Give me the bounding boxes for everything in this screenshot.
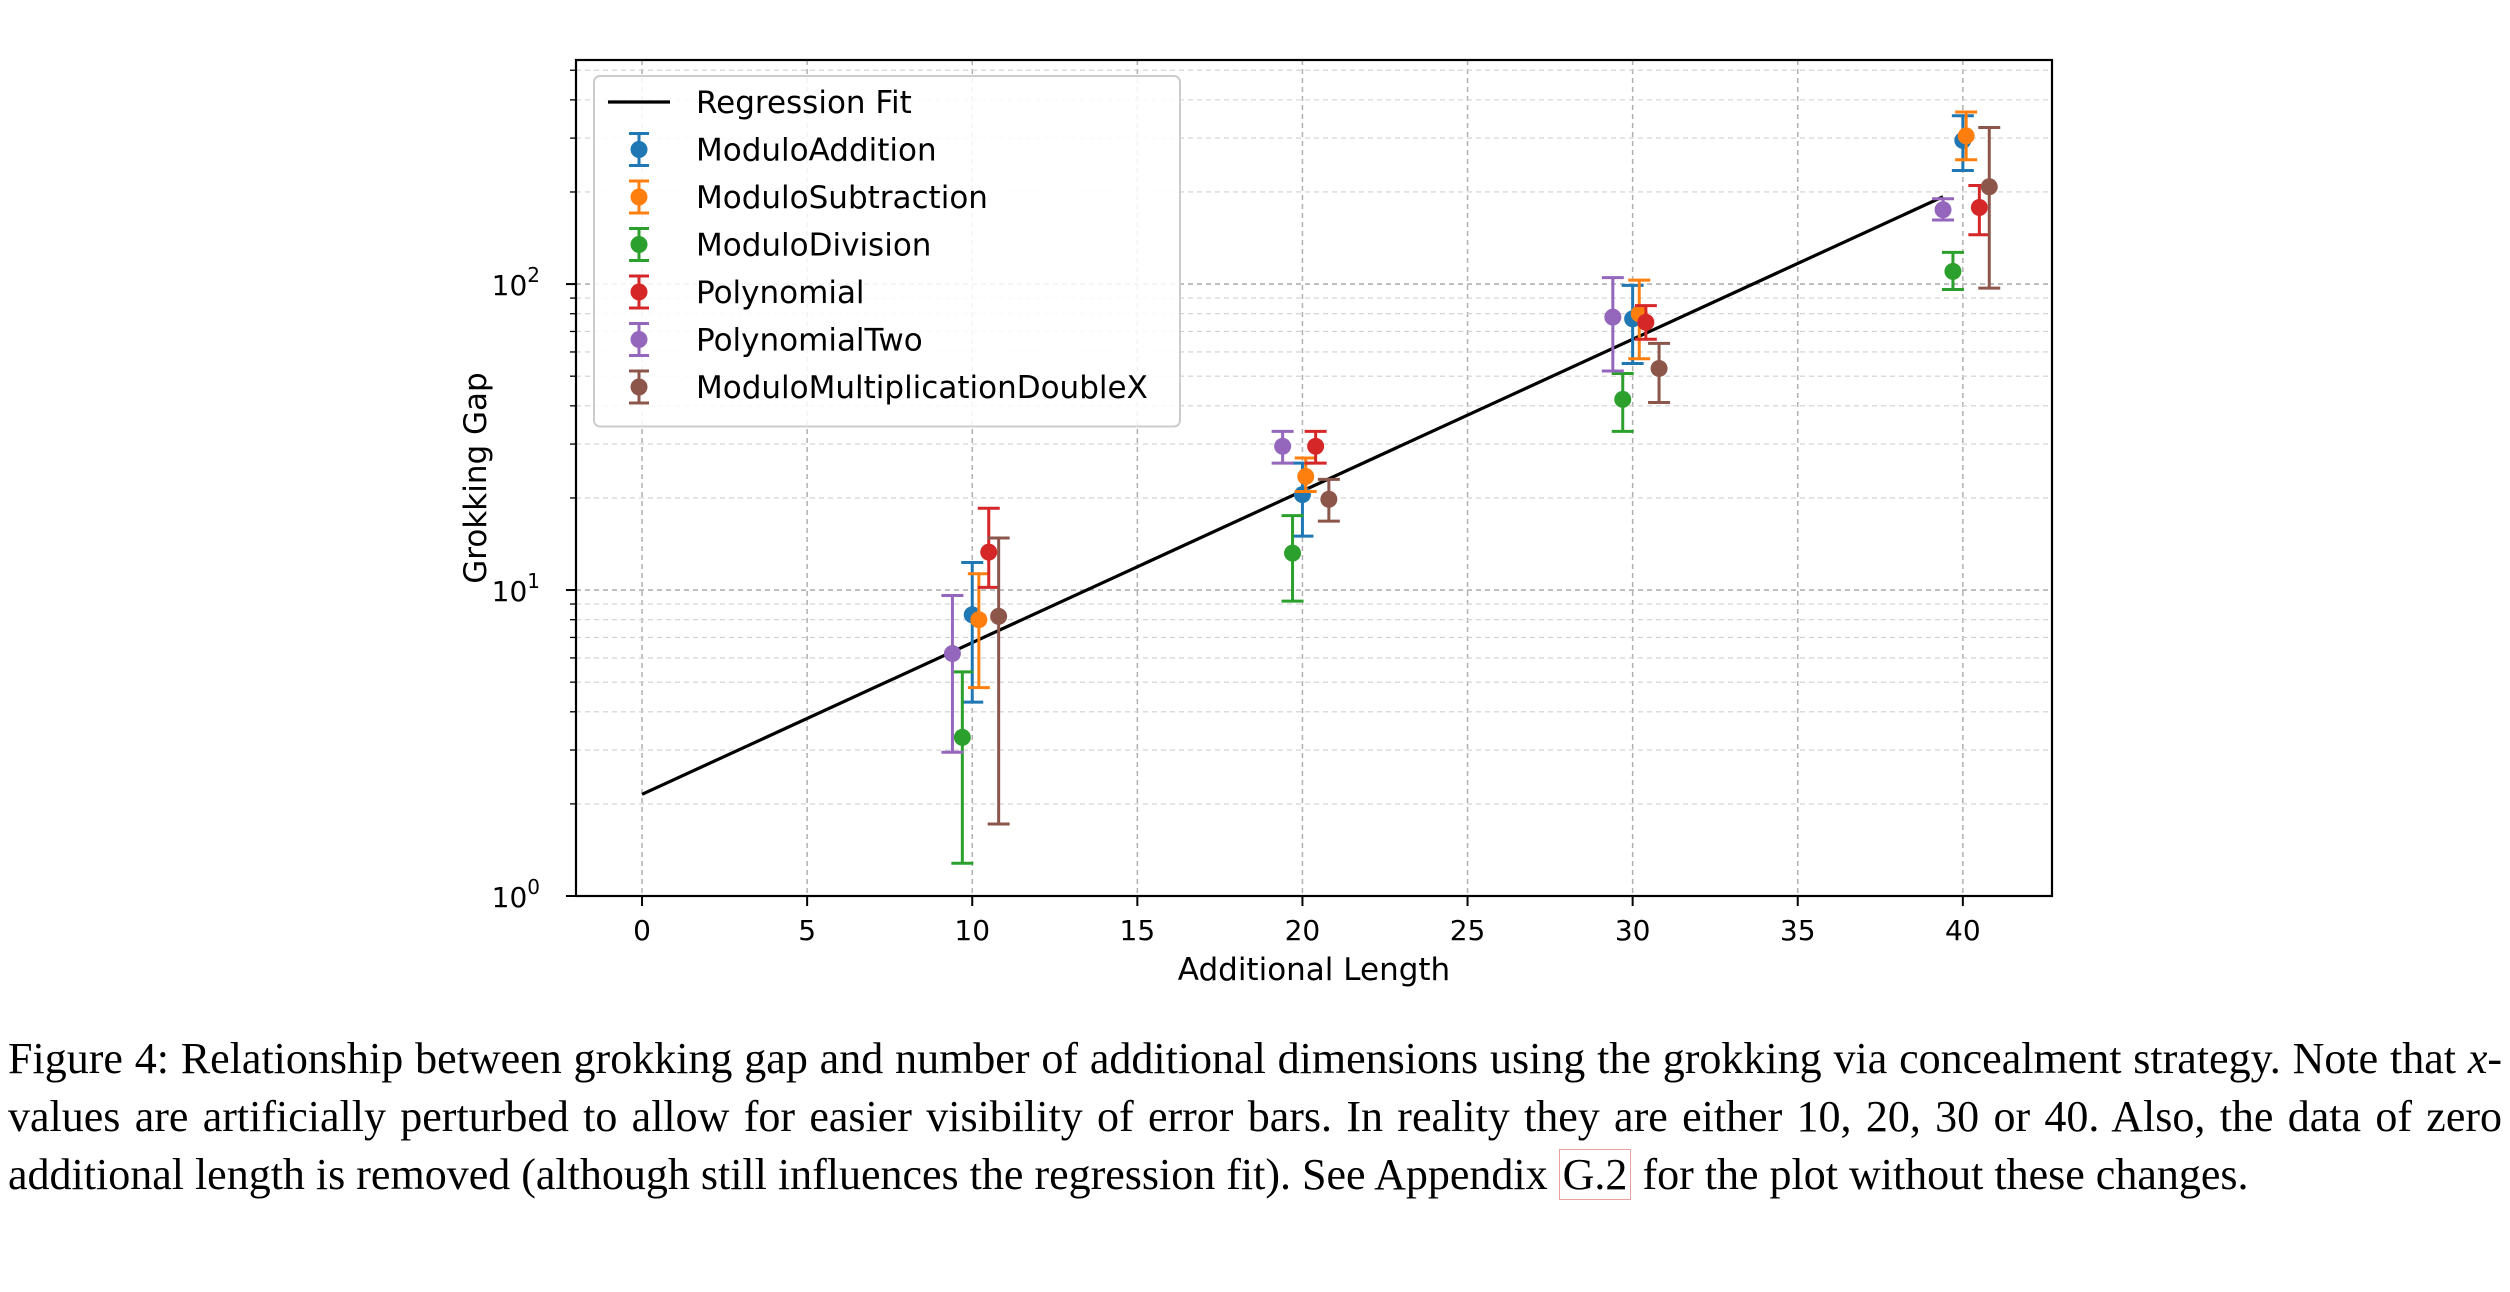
x-tick-label: 20 — [1285, 914, 1321, 947]
caption-math-x: x — [2467, 1034, 2488, 1083]
data-point — [1944, 262, 1962, 280]
caption-label: Figure 4: — [8, 1034, 169, 1083]
legend-label: Polynomial — [696, 275, 865, 311]
data-point — [1274, 437, 1292, 455]
data-point — [1293, 486, 1311, 504]
y-tick-label: 101 — [492, 569, 540, 608]
x-tick-label: 35 — [1780, 914, 1816, 947]
data-point — [1604, 308, 1622, 326]
x-tick-label: 5 — [798, 914, 816, 947]
data-point — [1650, 359, 1668, 377]
chart-figure: 0 5 10 15 20 25 30 35 40 100 101 102 Additional Leng… — [458, 58, 2054, 988]
data-point — [970, 611, 988, 629]
data-point — [1934, 201, 1952, 219]
appendix-link[interactable]: G.2 — [1558, 1149, 1632, 1200]
legend-marker — [630, 188, 648, 206]
x-tick-label: 15 — [1120, 914, 1156, 947]
figure-caption: Figure 4: Relationship between grokking … — [8, 1030, 2502, 1204]
legend-marker — [630, 236, 648, 253]
data-point — [953, 728, 971, 746]
y-tick-label: 100 — [492, 875, 540, 914]
caption-text-2: -values are artificially perturbed to al… — [8, 1034, 2502, 1199]
data-point — [990, 607, 1008, 625]
legend-label: ModuloAddition — [696, 133, 937, 169]
legend-marker — [630, 141, 648, 158]
caption-text-1: Relationship between grokking gap and nu… — [180, 1034, 2468, 1083]
y-tick-label: 102 — [492, 263, 540, 302]
x-tick-label: 25 — [1450, 914, 1486, 947]
legend-label: PolynomialTwo — [696, 323, 923, 359]
caption-text-3: for the plot without these changes. — [1631, 1150, 2249, 1199]
plot-frame — [574, 58, 2054, 898]
data-point — [943, 645, 961, 663]
x-tick-label: 40 — [1945, 914, 1981, 947]
legend-marker — [630, 331, 648, 348]
y-tick-exponent: 2 — [527, 263, 540, 287]
y-tick-exponent: 1 — [527, 569, 540, 593]
x-tick-label: 30 — [1615, 914, 1651, 947]
data-point — [1614, 390, 1632, 408]
data-point — [1297, 468, 1315, 486]
x-tick-label: 0 — [633, 914, 651, 947]
regression-fit-line — [641, 195, 1944, 796]
legend-marker — [630, 378, 648, 396]
legend-box — [593, 75, 1181, 428]
x-tick-label: 10 — [954, 914, 990, 947]
data-point — [1320, 490, 1338, 508]
legend-label: Regression Fit — [696, 85, 912, 121]
legend-label: ModuloSubtraction — [696, 180, 988, 216]
x-axis-label: Additional Length — [1178, 952, 1450, 988]
legend-label: ModuloMultiplicationDoubleX — [696, 370, 1148, 406]
data-point — [1957, 127, 1975, 145]
data-point — [1637, 313, 1655, 331]
data-point — [1284, 544, 1302, 562]
y-tick-exponent: 0 — [527, 875, 540, 899]
legend-label: ModuloDivision — [696, 228, 931, 264]
y-axis-label: Grokking Gap — [458, 372, 494, 583]
data-point — [1970, 198, 1988, 216]
legend-marker — [630, 283, 648, 301]
data-point — [1307, 437, 1325, 455]
data-point — [980, 543, 998, 561]
data-point — [1980, 178, 1998, 196]
